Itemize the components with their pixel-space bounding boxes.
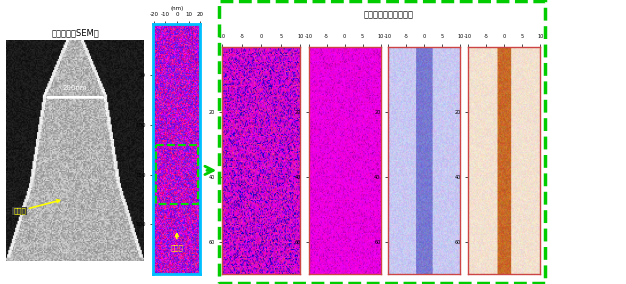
- Text: 粒界相近傍の原子分布: 粒界相近傍の原子分布: [363, 10, 413, 19]
- Title: 針状試料のSEM像: 針状試料のSEM像: [51, 29, 99, 37]
- Text: 200nm: 200nm: [63, 85, 88, 91]
- Text: 粒界相: 粒界相: [170, 234, 183, 251]
- Text: 粒界相: 粒界相: [13, 200, 59, 214]
- Bar: [156, 145, 198, 204]
- X-axis label: (nm): (nm): [170, 6, 183, 11]
